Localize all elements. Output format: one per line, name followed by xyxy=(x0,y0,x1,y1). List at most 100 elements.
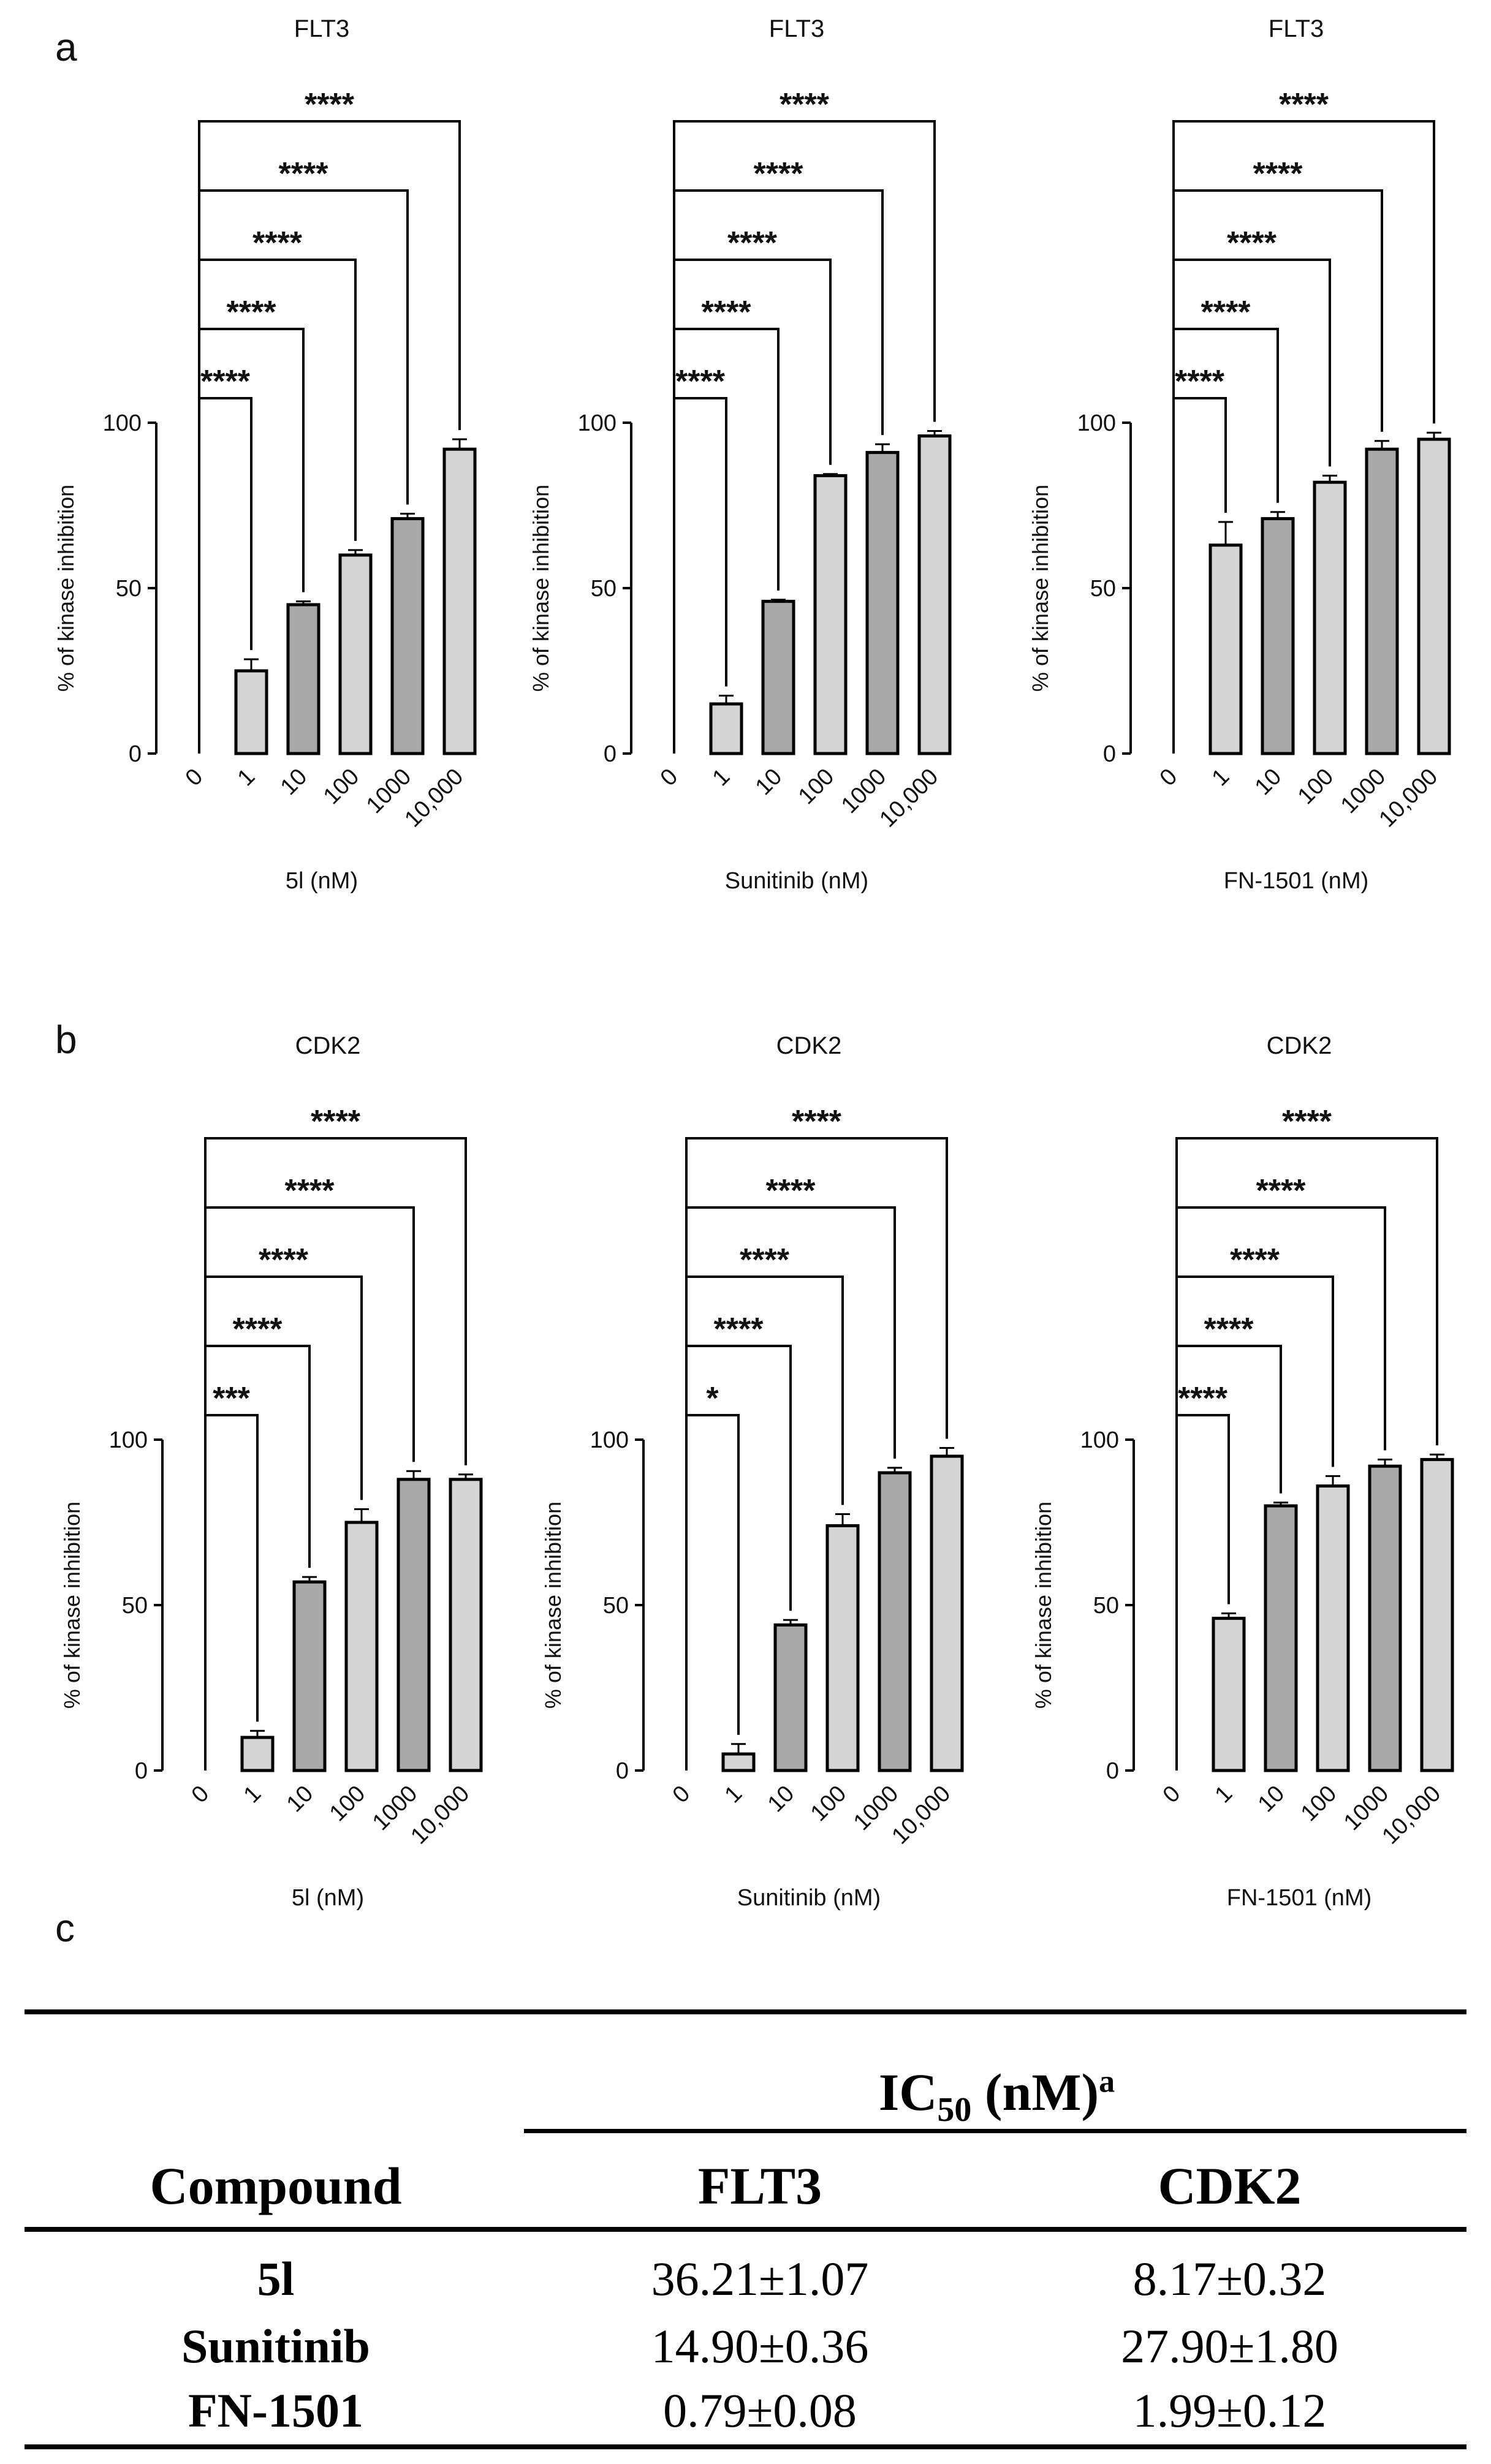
significance-label: **** xyxy=(1175,364,1225,399)
significance-label: **** xyxy=(1204,1312,1254,1347)
significance-label: * xyxy=(706,1381,719,1416)
significance-label: **** xyxy=(279,156,329,192)
x-axis-label: Sunitinib (nM) xyxy=(737,1885,881,1911)
bar xyxy=(1417,437,1451,755)
ic50-header-text: IC xyxy=(878,2063,938,2122)
bar xyxy=(234,669,268,755)
significance-label: **** xyxy=(311,1104,361,1139)
column-header-compound: Compound xyxy=(150,2156,402,2215)
y-tick-label: 0 xyxy=(604,741,617,767)
x-tick-label: 100 xyxy=(319,764,365,810)
significance-label: **** xyxy=(675,364,726,399)
chart-title: FLT3 xyxy=(769,15,824,42)
ic50-table: IC50 (nM)a Compound FLT3 CDK2 5l 36.21±1… xyxy=(25,2009,1466,2451)
table-bottom-rule xyxy=(25,2444,1466,2449)
significance-label: **** xyxy=(305,87,355,123)
significance-bracket xyxy=(1175,1275,1334,1771)
significance-label: **** xyxy=(754,156,804,192)
significance-label: **** xyxy=(1282,1104,1332,1139)
significance-label: **** xyxy=(1256,1173,1307,1209)
significance-label: **** xyxy=(780,87,830,123)
x-tick-label: 0 xyxy=(656,764,683,792)
panel-label-c: c xyxy=(55,1906,75,1950)
significance-bracket xyxy=(204,1414,259,1771)
significance-bracket xyxy=(685,1275,844,1771)
significance-bracket xyxy=(673,259,832,754)
bar xyxy=(442,447,477,755)
significance-label: **** xyxy=(227,295,277,330)
significance-label: **** xyxy=(727,225,778,261)
chart-title: CDK2 xyxy=(295,1032,361,1059)
table-cell-flt3: 14.90±0.36 xyxy=(651,2319,869,2373)
y-axis-label: % of kinase inhibition xyxy=(59,1502,85,1709)
significance-bracket xyxy=(1172,120,1435,754)
y-axis-label: % of kinase inhibition xyxy=(1031,1502,1056,1709)
table-cell-flt3: 36.21±1.07 xyxy=(651,2252,869,2305)
bar xyxy=(1208,543,1243,755)
bar xyxy=(825,1524,860,1772)
x-tick-label: 10,000 xyxy=(406,1781,474,1850)
x-tick-label: 0 xyxy=(187,1781,214,1808)
ic50-header-footnote: a xyxy=(1099,2064,1115,2099)
column-header-cdk2: CDK2 xyxy=(1158,2156,1302,2215)
panel-label-b: b xyxy=(55,1018,77,1062)
significance-bracket xyxy=(685,1137,948,1771)
x-tick-label: 10,000 xyxy=(400,764,468,833)
x-axis-label: FN-1501 (nM) xyxy=(1224,868,1369,894)
x-axis-label: FN-1501 (nM) xyxy=(1227,1885,1372,1911)
chart-title: FLT3 xyxy=(1269,15,1324,42)
significance-label: **** xyxy=(714,1312,764,1347)
significance-label: **** xyxy=(740,1242,790,1278)
x-tick-label: 1 xyxy=(233,764,260,792)
bar xyxy=(878,1471,912,1772)
bar xyxy=(1261,517,1295,755)
x-axis-label: 5l (nM) xyxy=(286,868,358,894)
x-tick-label: 100 xyxy=(1296,1781,1342,1827)
bar xyxy=(721,1752,756,1772)
table-top-rule xyxy=(25,2009,1466,2014)
x-tick-label: 10,000 xyxy=(1377,1781,1446,1850)
x-tick-label: 10,000 xyxy=(1374,764,1443,833)
y-axis-label: % of kinase inhibition xyxy=(528,485,553,692)
x-axis-label: 5l (nM) xyxy=(292,1885,364,1911)
bar xyxy=(930,1454,964,1772)
x-tick-label: 10 xyxy=(1250,764,1287,801)
bar xyxy=(1420,1457,1454,1772)
significance-label: **** xyxy=(792,1104,842,1139)
bar xyxy=(917,434,952,755)
table-cell-compound: 5l xyxy=(257,2252,295,2305)
significance-label: **** xyxy=(1201,295,1251,330)
significance-label: **** xyxy=(1227,225,1277,261)
bar xyxy=(390,517,425,755)
x-tick-label: 100 xyxy=(794,764,840,810)
x-tick-label: 1 xyxy=(1207,764,1235,792)
significance-bracket xyxy=(198,120,461,754)
bar xyxy=(396,1478,431,1772)
bar xyxy=(1313,480,1347,755)
significance-label: **** xyxy=(259,1242,309,1278)
x-tick-label: 1 xyxy=(239,1781,267,1808)
x-tick-label: 10 xyxy=(763,1781,800,1818)
ic50-header-sub: 50 xyxy=(937,2091,972,2130)
significance-bracket xyxy=(204,1275,363,1771)
y-tick-label: 0 xyxy=(1106,1758,1119,1784)
significance-label: **** xyxy=(1253,156,1303,192)
significance-label: *** xyxy=(213,1381,250,1416)
bar xyxy=(813,474,848,755)
significance-bracket xyxy=(1172,259,1331,754)
chart-title: FLT3 xyxy=(294,15,349,42)
x-tick-label: 10 xyxy=(1253,1781,1290,1818)
x-tick-label: 100 xyxy=(1293,764,1339,810)
y-tick-label: 50 xyxy=(122,1593,148,1619)
significance-bracket xyxy=(673,397,727,754)
chart-title: CDK2 xyxy=(776,1032,842,1059)
bar xyxy=(865,451,900,755)
y-tick-label: 100 xyxy=(1080,1427,1119,1453)
bar xyxy=(709,702,743,755)
group-header-rule xyxy=(524,2129,1466,2133)
y-tick-label: 100 xyxy=(1077,410,1116,436)
significance-bracket xyxy=(204,1137,467,1771)
bar xyxy=(1316,1484,1350,1772)
significance-label: **** xyxy=(1230,1242,1280,1278)
